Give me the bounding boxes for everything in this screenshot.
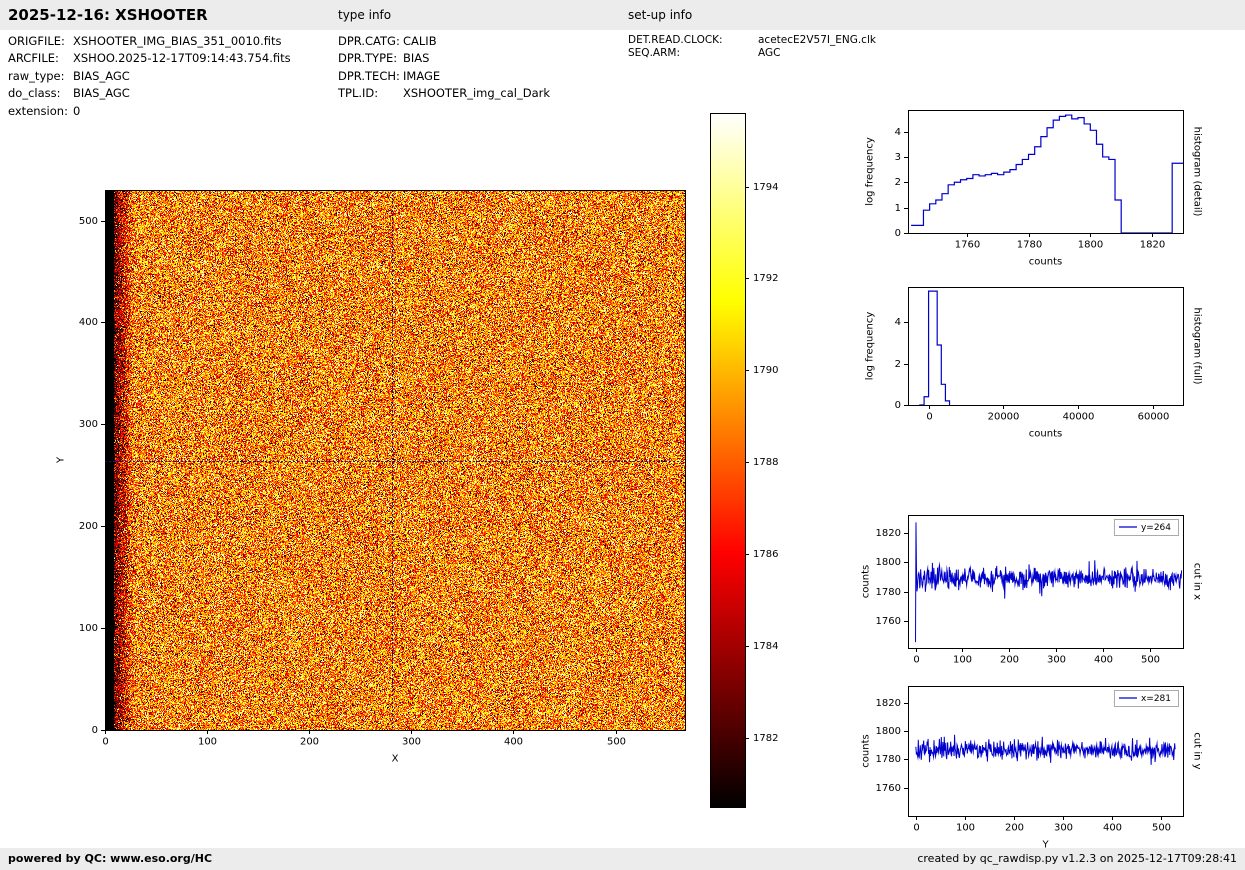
meta-value: CALIB: [403, 34, 437, 48]
footer-created-by: created by qc_rawdisp.py v1.2.3 on 2025-…: [917, 852, 1237, 865]
meta-value: AGC: [758, 47, 781, 59]
meta-label: DPR.TECH:: [338, 68, 400, 83]
meta-label: DPR.TYPE:: [338, 51, 398, 66]
meta-label: TPL.ID:: [338, 86, 379, 101]
meta-label: DPR.CATG:: [338, 34, 400, 48]
meta-row-origfile: ORIGFILE: XSHOOTER_IMG_BIAS_351_0010.fits: [8, 33, 291, 50]
footer-bar: powered by QC: www.eso.org/HC created by…: [0, 848, 1245, 870]
type-info-block: DPR.CATG: CALIB DPR.TYPE: BIAS DPR.TECH: IM…: [338, 33, 550, 103]
meta-value: 0: [73, 103, 81, 118]
colorbar: [703, 106, 813, 821]
raw-bias-image-plot: [28, 178, 703, 790]
meta-label: SEQ.ARM:: [628, 47, 680, 59]
meta-value: XSHOOTER_IMG_BIAS_351_0010.fits: [73, 34, 282, 48]
meta-value: BIAS_AGC: [73, 86, 130, 101]
meta-row-seqarm: SEQ.ARM: AGC: [628, 47, 876, 60]
histogram-detail-plot: [853, 95, 1245, 270]
footer-powered-by: powered by QC: www.eso.org/HC: [8, 852, 213, 865]
meta-label: ARCFILE:: [8, 51, 59, 66]
meta-label: do_class:: [8, 86, 61, 101]
meta-value: IMAGE: [403, 68, 441, 83]
meta-row-rawtype: raw_type: BIAS_AGC: [8, 68, 291, 85]
meta-row-dprtype: DPR.TYPE: BIAS: [338, 50, 550, 67]
meta-label: ORIGFILE:: [8, 34, 65, 48]
meta-label: DET.READ.CLOCK:: [628, 34, 723, 46]
meta-value: XSHOOTER_img_cal_Dark: [403, 86, 551, 101]
page-title: 2025-12-16: XSHOOTER: [8, 6, 208, 24]
meta-label: extension:: [8, 103, 68, 118]
meta-row-doclass: do_class: BIAS_AGC: [8, 85, 291, 102]
meta-value: BIAS: [403, 51, 430, 66]
meta-row-dprcatg: DPR.CATG: CALIB: [338, 33, 550, 50]
meta-value: XSHOO.2025-12-17T09:14:43.754.fits: [73, 51, 291, 66]
type-info-heading: type info: [338, 8, 392, 22]
setup-info-heading: set-up info: [628, 8, 693, 22]
meta-row-readclock: DET.READ.CLOCK: acetecE2V57I_ENG.clk: [628, 34, 876, 47]
meta-value: acetecE2V57I_ENG.clk: [758, 34, 876, 46]
meta-row-dprtech: DPR.TECH: IMAGE: [338, 68, 550, 85]
setup-info-block: DET.READ.CLOCK: acetecE2V57I_ENG.clk SEQ.…: [628, 34, 876, 60]
meta-label: raw_type:: [8, 68, 65, 83]
cut-in-x-plot: [853, 495, 1245, 670]
file-info-block: ORIGFILE: XSHOOTER_IMG_BIAS_351_0010.fits…: [8, 33, 291, 120]
meta-value: BIAS_AGC: [73, 68, 130, 83]
meta-row-extension: extension: 0: [8, 103, 291, 120]
meta-row-tplid: TPL.ID: XSHOOTER_img_cal_Dark: [338, 85, 550, 102]
meta-row-arcfile: ARCFILE: XSHOO.2025-12-17T09:14:43.754.fi…: [8, 50, 291, 67]
histogram-full-plot: [853, 272, 1245, 450]
cut-in-y-plot: [853, 670, 1245, 848]
header-bar: 2025-12-16: XSHOOTER type info set-up in…: [0, 0, 1245, 30]
